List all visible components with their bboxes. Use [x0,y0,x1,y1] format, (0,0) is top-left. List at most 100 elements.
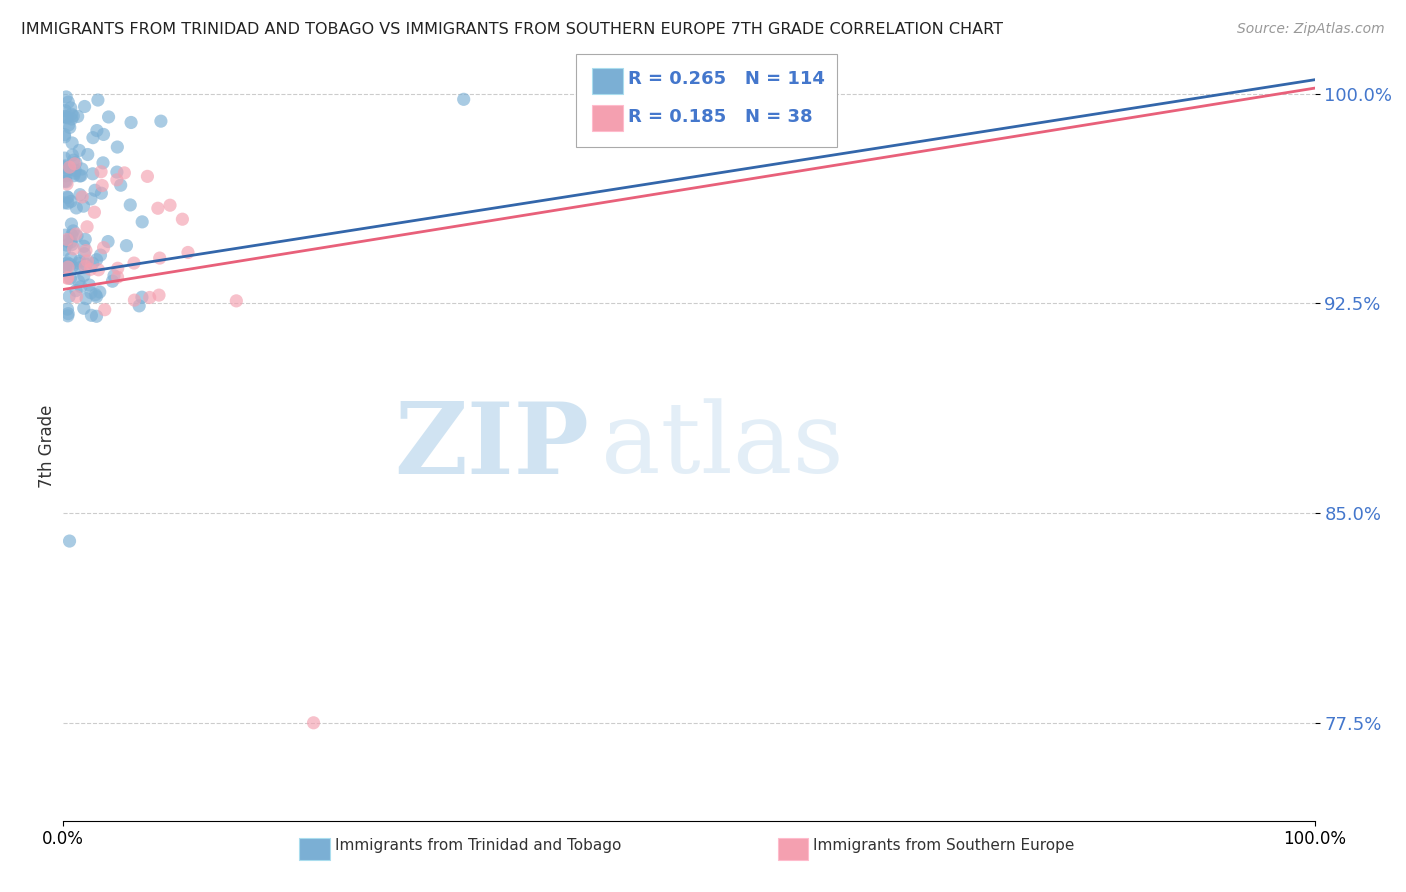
Point [149,251,172,265]
Point [79,262,101,277]
Point [65,155,87,169]
Point [55,257,77,271]
Point [87,262,110,277]
Y-axis label: 7th Grade: 7th Grade [38,404,56,488]
Point [60,228,83,243]
Text: Source: ZipAtlas.com: Source: ZipAtlas.com [1237,22,1385,37]
Text: ZIP: ZIP [394,398,589,494]
Point [172,212,194,227]
Point [60,112,83,126]
Point [83,205,105,219]
Point [56,111,79,125]
Point [56,302,79,317]
Point [91,178,114,193]
Text: R = 0.185   N = 38: R = 0.185 N = 38 [628,108,813,126]
Point [89,248,111,262]
Point [131,290,153,304]
Point [60,235,83,249]
Point [225,293,247,308]
Point [56,256,79,270]
Point [128,299,150,313]
Point [159,198,181,212]
Point [86,123,108,137]
Point [75,292,97,306]
Point [120,198,142,212]
Text: Immigrants from Trinidad and Tobago: Immigrants from Trinidad and Tobago [335,838,621,854]
Point [63,157,86,171]
Point [65,284,87,298]
Point [58,118,80,132]
Point [55,238,77,252]
Point [89,285,111,299]
Point [60,136,83,150]
Point [56,271,79,285]
Point [63,166,86,180]
Point [62,224,84,238]
Point [56,196,79,211]
Point [73,99,96,113]
Text: atlas: atlas [602,398,844,494]
Point [136,169,159,184]
Point [75,232,97,246]
Point [56,309,79,323]
Point [93,241,115,255]
Point [53,103,76,118]
Point [55,260,77,275]
Point [73,239,96,253]
Point [149,114,172,128]
Point [82,130,104,145]
Point [112,166,135,180]
Point [63,163,86,178]
Point [72,199,94,213]
Point [62,153,84,168]
Point [73,246,96,260]
Point [55,175,77,189]
Point [58,534,80,549]
Point [80,285,103,300]
Point [73,268,96,283]
Point [60,194,83,209]
Point [138,291,160,305]
Point [62,109,84,123]
Point [177,245,200,260]
Point [120,115,142,129]
Point [55,169,77,183]
Point [55,90,77,104]
Point [58,162,80,177]
Point [93,302,115,317]
Point [103,268,125,283]
Point [59,120,82,135]
Point [70,169,93,183]
Point [53,151,76,165]
Point [80,309,103,323]
Point [56,270,79,285]
Point [62,242,84,256]
Point [105,140,128,154]
Point [60,217,83,231]
Point [82,167,104,181]
Point [70,190,93,204]
Point [101,274,124,288]
Point [84,183,107,197]
Point [53,129,76,144]
Point [55,234,77,248]
Point [105,173,128,187]
Point [53,174,76,188]
Point [75,260,97,274]
Point [53,159,76,173]
Point [87,93,110,107]
Point [56,177,79,191]
Text: IMMIGRANTS FROM TRINIDAD AND TOBAGO VS IMMIGRANTS FROM SOUTHERN EUROPE 7TH GRADE: IMMIGRANTS FROM TRINIDAD AND TOBAGO VS I… [21,22,1002,37]
Point [90,186,112,201]
Point [76,219,98,234]
Point [59,101,82,115]
Point [53,110,76,124]
Point [302,715,325,730]
Point [66,110,89,124]
Point [77,277,100,292]
Point [66,229,89,244]
Point [86,252,108,267]
Point [70,161,93,176]
Point [60,148,83,162]
Point [56,260,79,274]
